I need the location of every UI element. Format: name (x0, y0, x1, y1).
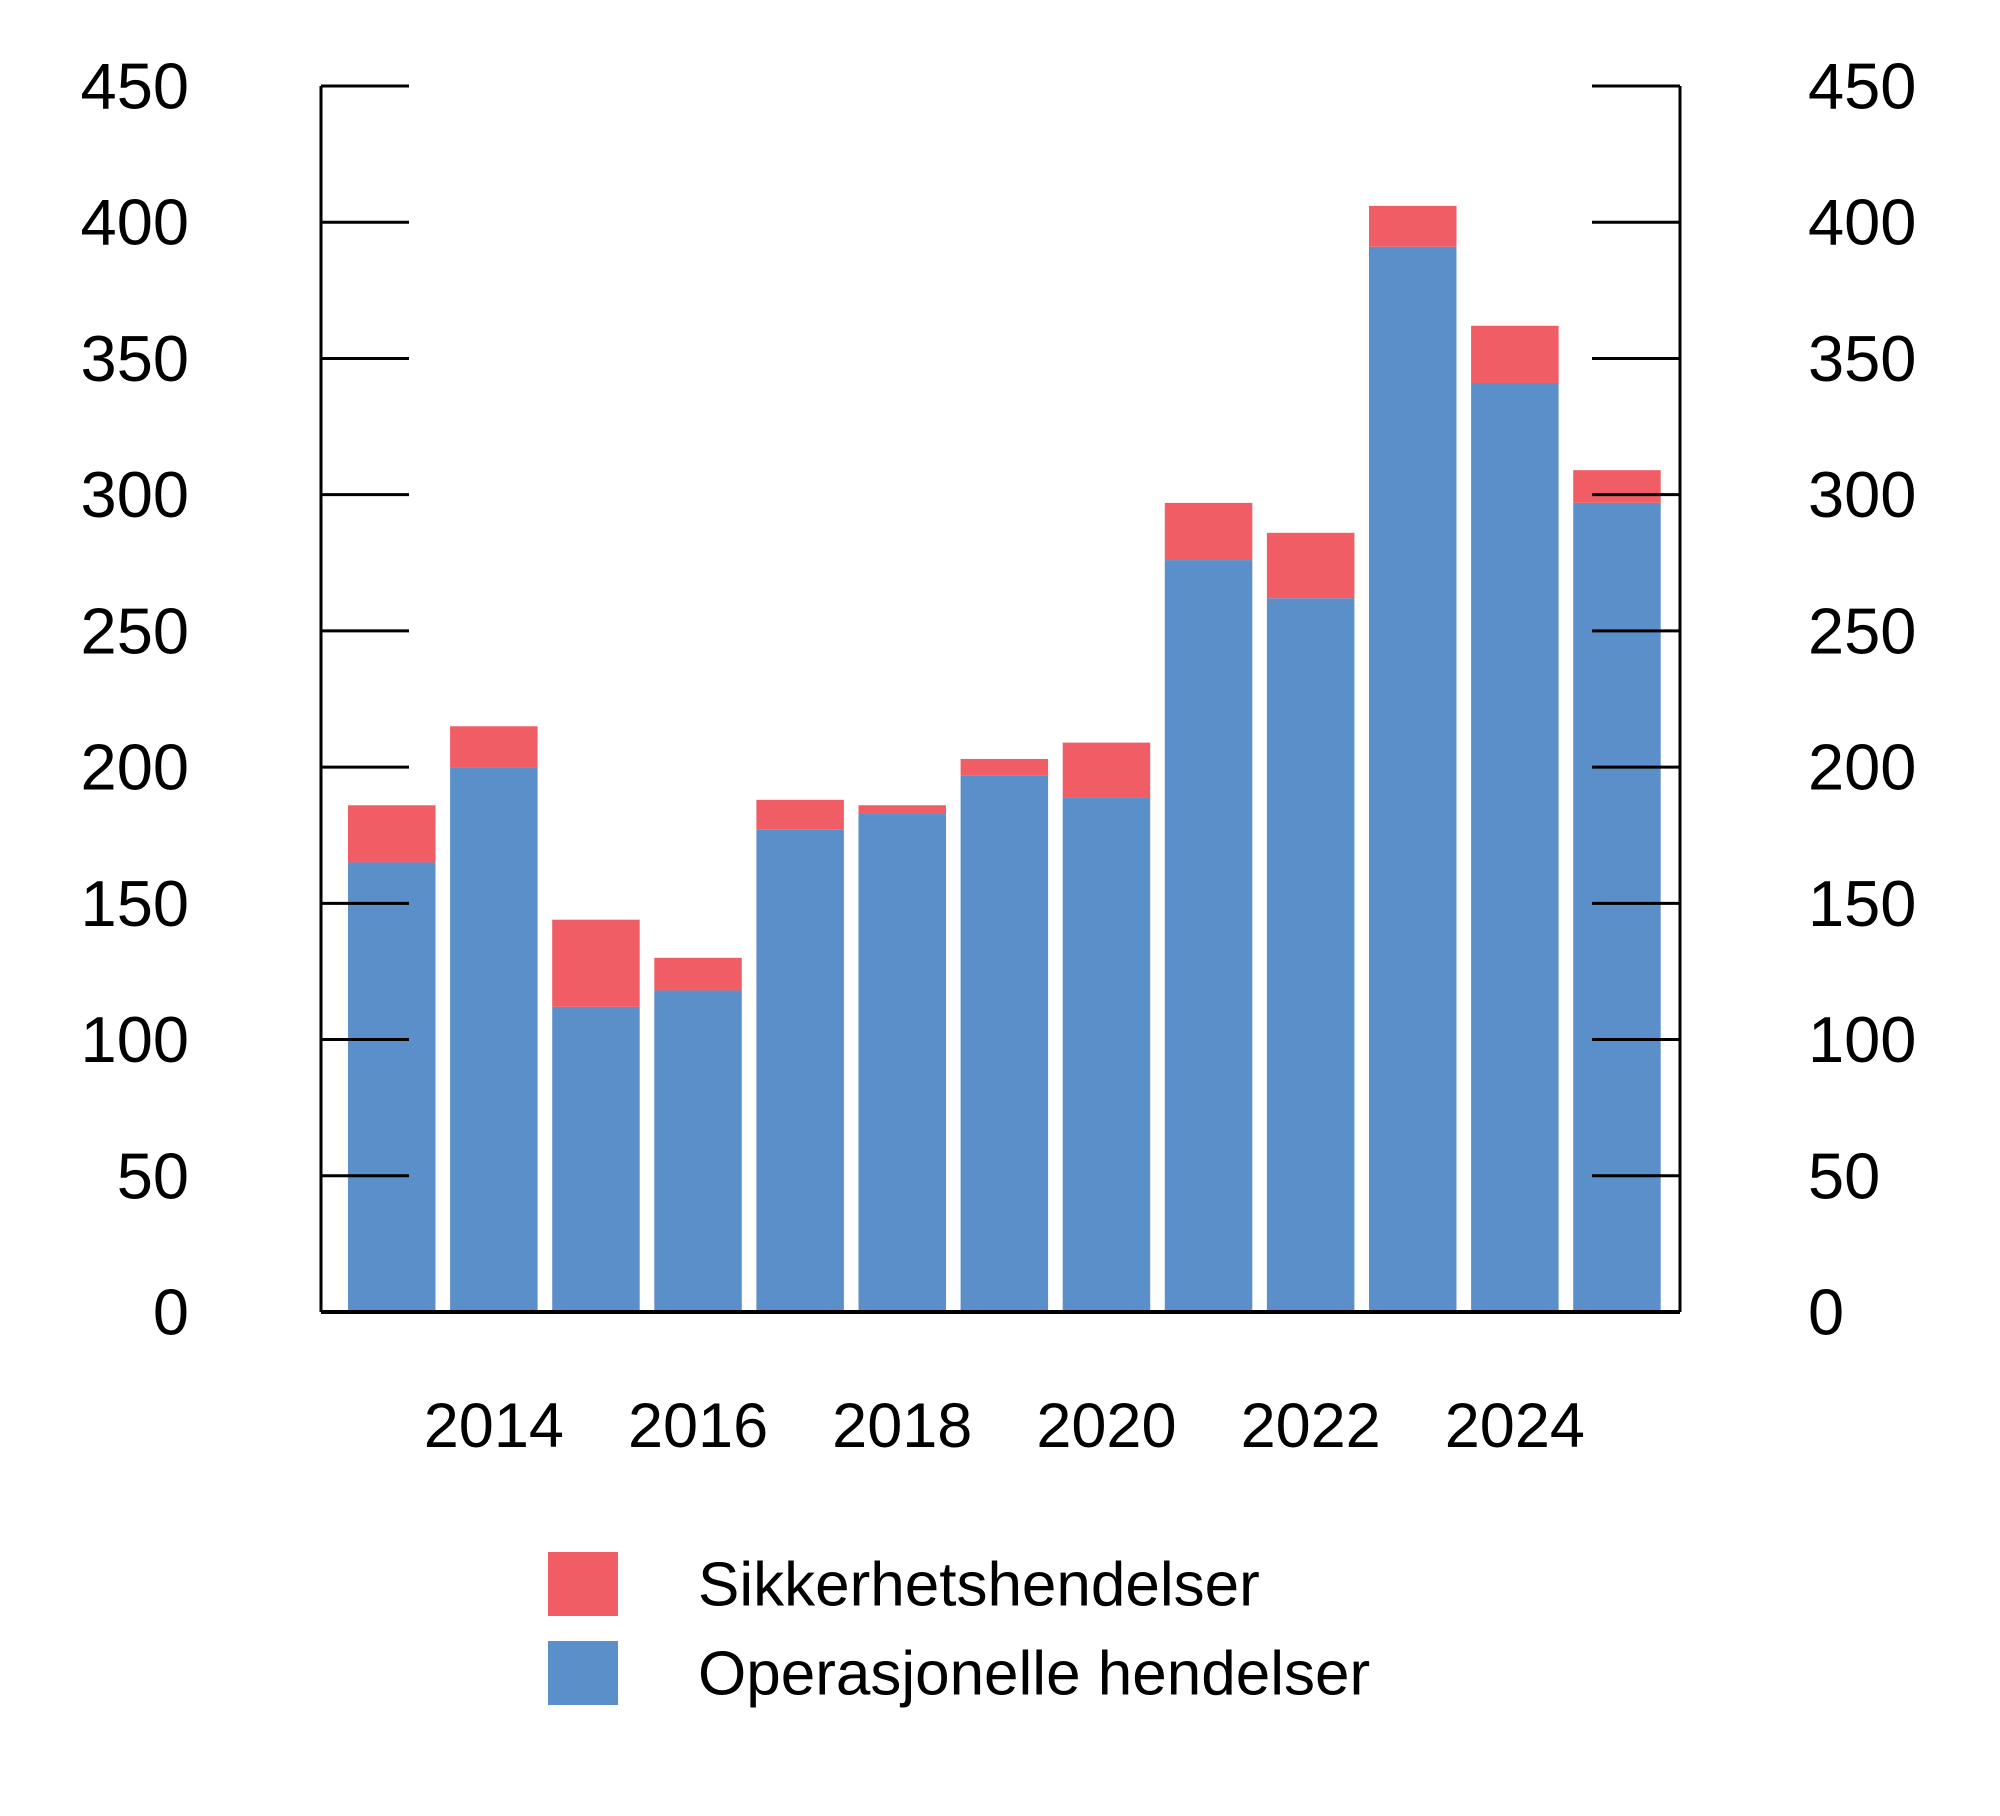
x-tick-label-2018: 2018 (832, 1391, 972, 1461)
y-tick-label-left-100: 100 (81, 1003, 189, 1076)
y-tick-label-right-50: 50 (1808, 1139, 1880, 1212)
bar-segment-sikkerhet-2021 (1164, 502, 1253, 561)
bar-segment-sikkerhet-2013 (348, 805, 436, 863)
bar-segment-operasjonelle-2019 (960, 775, 1049, 1312)
bar-segment-operasjonelle-2021 (1164, 560, 1253, 1312)
y-tick-label-right-150: 150 (1808, 867, 1916, 940)
bar-segment-operasjonelle-2025 (1573, 502, 1661, 1312)
bar-segment-sikkerhet-2018 (858, 805, 946, 814)
bar-segment-sikkerhet-2025 (1573, 470, 1661, 503)
bar-segment-sikkerhet-2019 (960, 758, 1049, 776)
y-tick-label-right-450: 450 (1808, 50, 1916, 123)
x-tick-label-2014: 2014 (424, 1391, 564, 1461)
legend-label-operasjonelle: Operasjonelle hendelser (698, 1640, 1370, 1709)
x-tick-label-2022: 2022 (1241, 1391, 1381, 1461)
y-tick-label-left-400: 400 (81, 186, 189, 259)
bar-segment-operasjonelle-2023 (1369, 246, 1457, 1312)
bar-segment-operasjonelle-2020 (1062, 797, 1151, 1312)
y-tick-label-left-250: 250 (81, 594, 189, 667)
bar-segment-sikkerhet-2016 (654, 957, 742, 991)
bar-segment-operasjonelle-2018 (858, 813, 946, 1312)
y-tick-label-left-450: 450 (81, 50, 189, 123)
bar-segment-operasjonelle-2022 (1266, 598, 1355, 1312)
y-tick-label-right-200: 200 (1808, 731, 1916, 804)
bar-segment-operasjonelle-2024 (1471, 382, 1559, 1312)
bar-segment-sikkerhet-2022 (1266, 532, 1355, 599)
y-tick-label-left-200: 200 (81, 731, 189, 804)
bar-segment-sikkerhet-2023 (1369, 205, 1457, 247)
legend-swatch-operasjonelle (548, 1641, 618, 1705)
bar-segment-operasjonelle-2016 (654, 990, 742, 1312)
y-tick-label-right-400: 400 (1808, 186, 1916, 259)
legend-label-sikkerhet: Sikkerhetshendelser (698, 1551, 1260, 1620)
y-tick-label-left-300: 300 (81, 458, 189, 531)
bar-segment-sikkerhet-2017 (756, 799, 844, 830)
y-tick-label-right-300: 300 (1808, 458, 1916, 531)
bar-segment-sikkerhet-2014 (450, 726, 538, 768)
y-tick-label-right-100: 100 (1808, 1003, 1916, 1076)
y-tick-label-right-350: 350 (1808, 322, 1916, 395)
bar-segment-sikkerhet-2024 (1471, 325, 1559, 383)
y-tick-label-right-0: 0 (1808, 1276, 1844, 1349)
bar-segment-operasjonelle-2013 (348, 862, 436, 1312)
x-tick-label-2024: 2024 (1445, 1391, 1585, 1461)
y-tick-label-left-0: 0 (153, 1276, 189, 1349)
bar-segment-operasjonelle-2014 (450, 767, 538, 1312)
y-tick-label-left-350: 350 (81, 322, 189, 395)
bar-segment-operasjonelle-2015 (552, 1006, 640, 1312)
x-tick-label-2020: 2020 (1036, 1391, 1176, 1461)
bar-segment-operasjonelle-2017 (756, 829, 844, 1312)
y-tick-label-right-250: 250 (1808, 594, 1916, 667)
y-tick-label-left-50: 50 (117, 1139, 189, 1212)
x-tick-label-2016: 2016 (628, 1391, 768, 1461)
legend-swatch-sikkerhet (548, 1552, 618, 1616)
y-tick-label-left-150: 150 (81, 867, 189, 940)
bar-segment-sikkerhet-2020 (1062, 742, 1151, 798)
bar-segment-sikkerhet-2015 (552, 919, 640, 1007)
